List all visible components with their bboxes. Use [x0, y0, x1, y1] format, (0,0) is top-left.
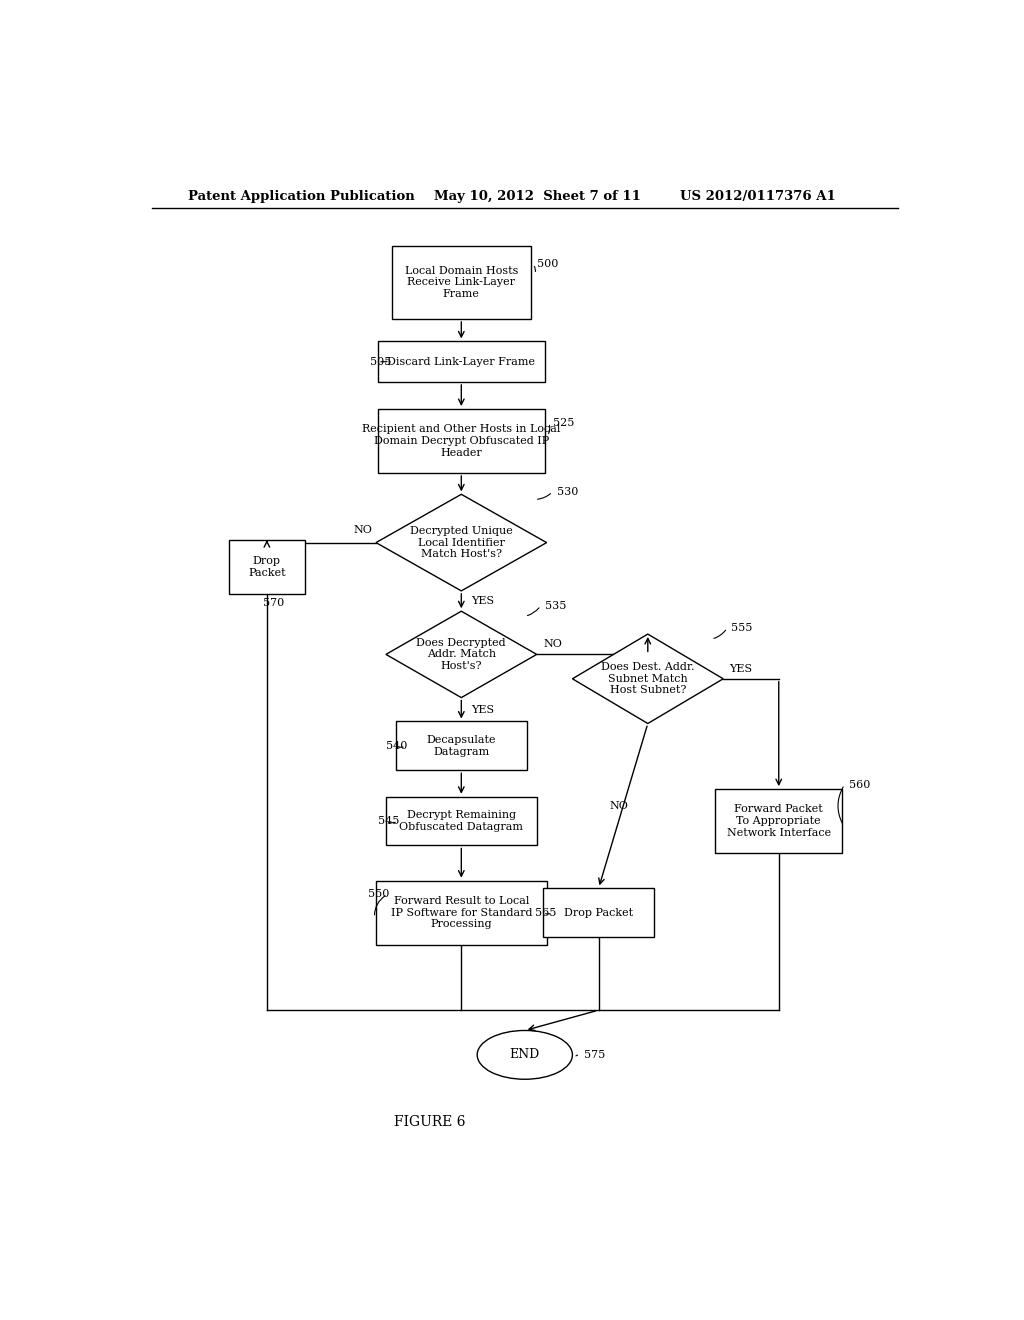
Text: NO: NO	[609, 801, 628, 810]
FancyBboxPatch shape	[392, 246, 530, 319]
Text: NO: NO	[353, 525, 372, 536]
Text: 555: 555	[731, 623, 753, 634]
Text: NO: NO	[543, 639, 562, 649]
Text: Discard Link-Layer Frame: Discard Link-Layer Frame	[387, 356, 536, 367]
Text: 525: 525	[553, 417, 573, 428]
Text: YES: YES	[729, 664, 753, 673]
Text: Recipient and Other Hosts in Local
Domain Decrypt Obfuscated IP
Header: Recipient and Other Hosts in Local Domai…	[362, 424, 560, 458]
Text: 540: 540	[386, 741, 408, 751]
Text: 500: 500	[537, 259, 558, 269]
Text: Decrypt Remaining
Obfuscated Datagram: Decrypt Remaining Obfuscated Datagram	[399, 810, 523, 832]
Text: 535: 535	[545, 601, 566, 611]
Polygon shape	[572, 634, 723, 723]
Polygon shape	[376, 494, 547, 591]
FancyBboxPatch shape	[715, 789, 842, 853]
FancyBboxPatch shape	[378, 342, 545, 381]
Text: US 2012/0117376 A1: US 2012/0117376 A1	[680, 190, 836, 202]
Ellipse shape	[477, 1031, 572, 1080]
Text: YES: YES	[471, 597, 494, 606]
Text: FIGURE 6: FIGURE 6	[394, 1115, 465, 1129]
Text: 560: 560	[849, 780, 870, 789]
Text: 550: 550	[368, 890, 389, 899]
FancyBboxPatch shape	[543, 888, 654, 937]
FancyBboxPatch shape	[396, 722, 526, 771]
Text: Decapsulate
Datagram: Decapsulate Datagram	[427, 735, 496, 756]
FancyBboxPatch shape	[386, 797, 537, 846]
Text: Decrypted Unique
Local Identifier
Match Host's?: Decrypted Unique Local Identifier Match …	[410, 525, 513, 560]
Text: Drop Packet: Drop Packet	[564, 908, 633, 917]
Text: Drop
Packet: Drop Packet	[248, 556, 286, 578]
FancyBboxPatch shape	[378, 409, 545, 473]
Text: Local Domain Hosts
Receive Link-Layer
Frame: Local Domain Hosts Receive Link-Layer Fr…	[404, 265, 518, 300]
Text: May 10, 2012  Sheet 7 of 11: May 10, 2012 Sheet 7 of 11	[433, 190, 640, 202]
FancyBboxPatch shape	[229, 540, 304, 594]
Text: Forward Packet
To Appropriate
Network Interface: Forward Packet To Appropriate Network In…	[727, 804, 830, 838]
Text: Forward Result to Local
IP Software for Standard
Processing: Forward Result to Local IP Software for …	[390, 896, 532, 929]
Text: 545: 545	[378, 816, 399, 826]
FancyBboxPatch shape	[376, 880, 547, 945]
Text: 570: 570	[263, 598, 285, 607]
Text: 530: 530	[557, 487, 578, 496]
Text: 565: 565	[536, 908, 556, 917]
Text: 575: 575	[585, 1049, 605, 1060]
Text: Does Decrypted
Addr. Match
Host's?: Does Decrypted Addr. Match Host's?	[417, 638, 506, 671]
Text: 505: 505	[370, 356, 391, 367]
Text: Patent Application Publication: Patent Application Publication	[187, 190, 415, 202]
Text: Does Dest. Addr.
Subnet Match
Host Subnet?: Does Dest. Addr. Subnet Match Host Subne…	[601, 663, 694, 696]
Polygon shape	[386, 611, 537, 697]
Text: YES: YES	[471, 705, 494, 714]
Text: END: END	[510, 1048, 540, 1061]
